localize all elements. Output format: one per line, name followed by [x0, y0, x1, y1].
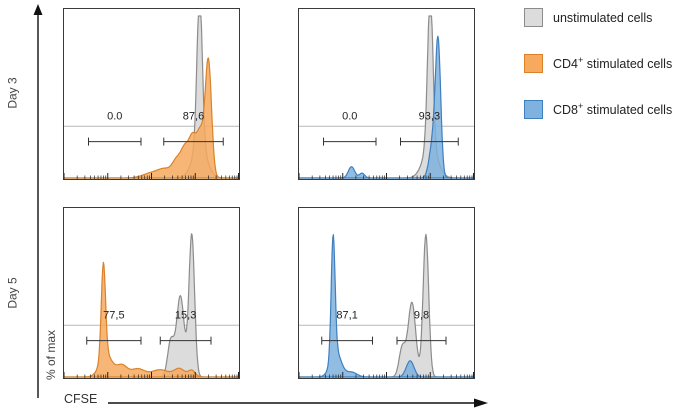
y-axis-label-text: % of max: [44, 329, 59, 381]
row-label-day3-text: Day 3: [6, 77, 21, 109]
gate-label-right: 15,3: [174, 309, 197, 322]
legend-item-unstimulated: unstimulated cells: [524, 8, 672, 27]
legend-swatch-orange: [524, 54, 543, 73]
histogram-canvas-day5-cd8: [299, 233, 474, 378]
gate-label-right: 9,8: [413, 309, 430, 322]
gate-label-left: 77,5: [103, 309, 125, 322]
x-axis-arrow: [108, 398, 488, 408]
legend-label-unstimulated: unstimulated cells: [553, 11, 653, 26]
histogram-canvas-day5-cd4: [64, 233, 239, 378]
legend-swatch-gray: [524, 8, 543, 27]
histogram-canvas-day3-cd4: [64, 15, 239, 179]
y-axis-label: % of max: [38, 312, 64, 398]
histogram-panel-day5-cd4: 77,5 15,3: [63, 207, 240, 379]
gate-label-right: 93,3: [418, 110, 441, 123]
row-label-day5-text: Day 5: [6, 277, 21, 309]
y-axis-arrow: [33, 4, 43, 398]
gate-label-left: 0.0: [342, 110, 358, 123]
histogram-panel-day3-cd4: 0.0 87,6: [63, 8, 240, 180]
gate-label-left: 87,1: [336, 309, 358, 322]
row-label-day5: Day 5: [0, 256, 26, 330]
legend-swatch-blue: [524, 100, 543, 119]
row-label-day3: Day 3: [0, 56, 26, 130]
x-axis-label: CFSE: [64, 392, 98, 406]
histogram-canvas-day3-cd8: [299, 15, 474, 179]
legend: unstimulated cells CD4+ stimulated cells…: [524, 8, 672, 146]
legend-label-cd4: CD4+ stimulated cells: [553, 55, 673, 72]
legend-item-cd8: CD8+ stimulated cells: [524, 100, 672, 119]
histogram-panel-day5-cd8: 87,1 9,8: [298, 207, 475, 379]
histogram-panel-day3-cd8: 0.0 93,3: [298, 8, 475, 180]
legend-label-cd8: CD8+ stimulated cells: [553, 101, 673, 118]
gate-label-left: 0.0: [107, 110, 123, 123]
legend-item-cd4: CD4+ stimulated cells: [524, 54, 672, 73]
gate-label-right: 87,6: [182, 110, 205, 123]
